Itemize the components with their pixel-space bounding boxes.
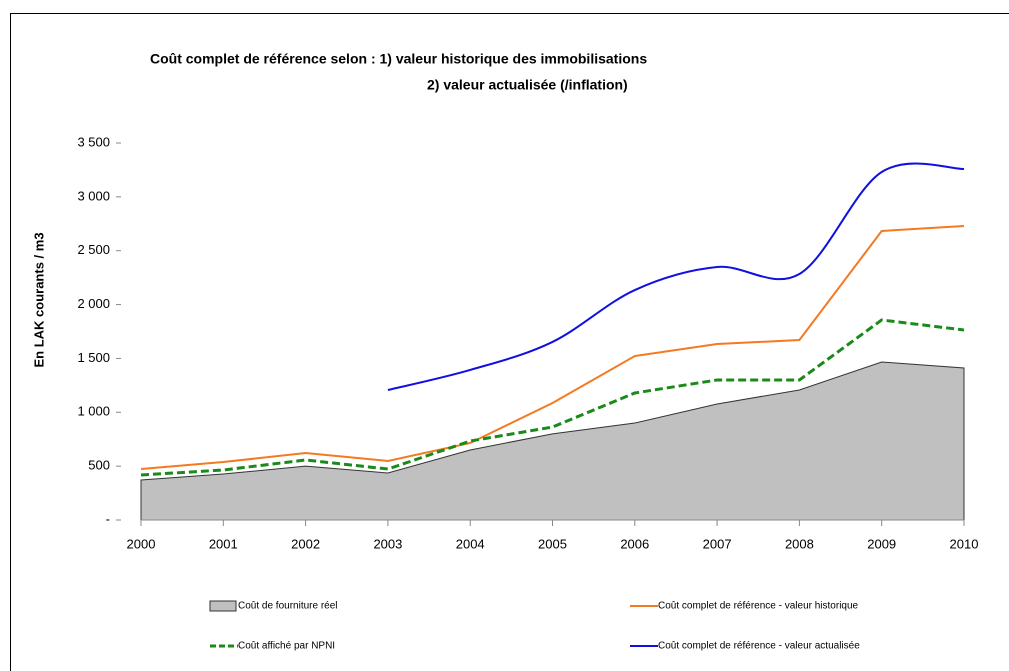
- x-tick-label: 2003: [373, 536, 402, 551]
- chart-title: Coût complet de référence selon : 1) val…: [150, 51, 647, 67]
- area: [140, 361, 965, 521]
- x-tick-label: 2010: [950, 536, 979, 551]
- legend-label: Coût affiché par NPNI: [238, 641, 335, 652]
- x-tick-label: 2009: [867, 536, 896, 551]
- y-tick-label: 500: [88, 458, 110, 473]
- x-tick-label: 2000: [127, 536, 156, 551]
- x-tick-label: 2006: [620, 536, 649, 551]
- chart-subtitle: 2) valeur actualisée (/inflation): [427, 77, 628, 93]
- y-tick-label: 2 000: [77, 296, 110, 311]
- legend-label: Coût complet de référence - valeur actua…: [658, 641, 860, 652]
- y-tick-label: 1 000: [77, 404, 110, 419]
- x-tick-label: 2008: [785, 536, 814, 551]
- y-tick-label: 2 500: [77, 242, 110, 257]
- y-tick-label: -: [106, 511, 110, 526]
- legend-label: Coût complet de référence - valeur histo…: [658, 601, 859, 612]
- line: [387, 162, 965, 391]
- line: [140, 318, 965, 477]
- frame: [10, 13, 1009, 671]
- y-tick-label: 1 500: [77, 350, 110, 365]
- x-tick-label: 2004: [456, 536, 485, 551]
- legend-swatch: [209, 600, 237, 612]
- x-tick-label: 2007: [703, 536, 732, 551]
- y-tick-label: 3 000: [77, 188, 110, 203]
- x-tick-label: 2005: [538, 536, 567, 551]
- y-axis-label: En LAK courants / m3: [31, 232, 46, 367]
- legend-label: Coût de fourniture réel: [238, 601, 338, 612]
- line: [140, 224, 965, 471]
- x-tick-label: 2002: [291, 536, 320, 551]
- y-tick-label: 3 500: [77, 134, 110, 149]
- x-tick-label: 2001: [209, 536, 238, 551]
